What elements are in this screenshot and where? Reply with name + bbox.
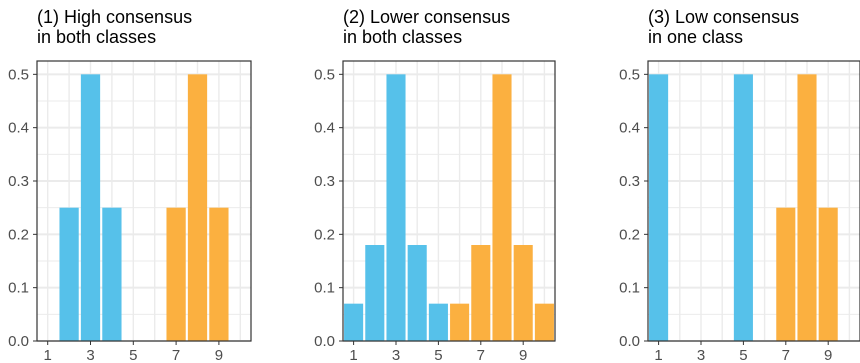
bar-series-1-x3 [80,74,101,341]
bar-series-1-x4 [407,245,427,341]
x-tick-label: 3 [697,347,705,363]
panel-title-line: (3) Low consensus [648,7,799,27]
x-tick-label: 5 [434,347,442,363]
y-tick-label: 0.3 [314,173,335,190]
panel-border [647,60,860,342]
bar-series-1-x5 [428,303,448,341]
bar-series-2-x9 [818,207,838,341]
x-tick-label: 5 [129,347,137,363]
x-tick-label: 3 [86,347,94,363]
y-tick-label: 0.5 [314,66,335,83]
panel-border [342,60,556,342]
y-tick-label: 0.4 [619,120,640,137]
x-tick-label: 1 [349,347,357,363]
x-tick-label: 7 [477,347,485,363]
y-tick-label: 0.3 [8,173,29,190]
x-tick-label: 9 [824,347,832,363]
bar-series-2-x9 [209,207,229,341]
y-tick-label: 0.5 [619,66,640,83]
bar-series-2-x8 [187,74,208,341]
bar-series-2-x7 [166,207,186,341]
y-tick-label: 0.3 [619,173,640,190]
x-tick-label: 5 [739,347,747,363]
bar-series-1-x5 [733,74,753,341]
y-tick-label: 0.2 [314,226,335,243]
y-tick-label: 0.4 [314,120,335,137]
bar-series-2-x9 [513,245,533,341]
y-tick-label: 0.0 [8,333,29,350]
y-tick-label: 0.1 [8,280,29,297]
bar-series-2-x8 [492,74,512,341]
bar-series-1-x3 [386,74,406,341]
bar-series-1-x1 [649,74,669,341]
bar-series-2-x10 [534,303,554,341]
x-tick-label: 1 [44,347,52,363]
y-tick-label: 0.2 [619,226,640,243]
bar-series-1-x2 [59,207,79,341]
x-tick-label: 7 [172,347,180,363]
x-tick-label: 7 [782,347,790,363]
y-tick-label: 0.2 [8,226,29,243]
bar-series-1-x2 [365,245,385,341]
bar-series-2-x7 [776,207,796,341]
x-tick-label: 3 [392,347,400,363]
y-tick-label: 0.0 [314,333,335,350]
y-tick-label: 0.4 [8,120,29,137]
panel-title-line: (1) High consensus [37,7,192,27]
panel-title-line: in one class [648,27,743,47]
y-tick-label: 0.1 [619,280,640,297]
panel-title-line: in both classes [343,27,462,47]
y-tick-label: 0.1 [314,280,335,297]
y-tick-label: 0.0 [619,333,640,350]
panel-border [36,60,252,342]
panel-title-line: in both classes [37,27,156,47]
bar-series-1-x1 [344,303,364,341]
x-tick-label: 1 [654,347,662,363]
y-tick-label: 0.5 [8,66,29,83]
bar-series-1-x4 [102,207,122,341]
panel-title-line: (2) Lower consensus [343,7,510,27]
bar-series-2-x6 [450,303,470,341]
x-tick-label: 9 [519,347,527,363]
bar-series-2-x7 [471,245,491,341]
bar-series-2-x8 [797,74,817,341]
x-tick-label: 9 [215,347,223,363]
